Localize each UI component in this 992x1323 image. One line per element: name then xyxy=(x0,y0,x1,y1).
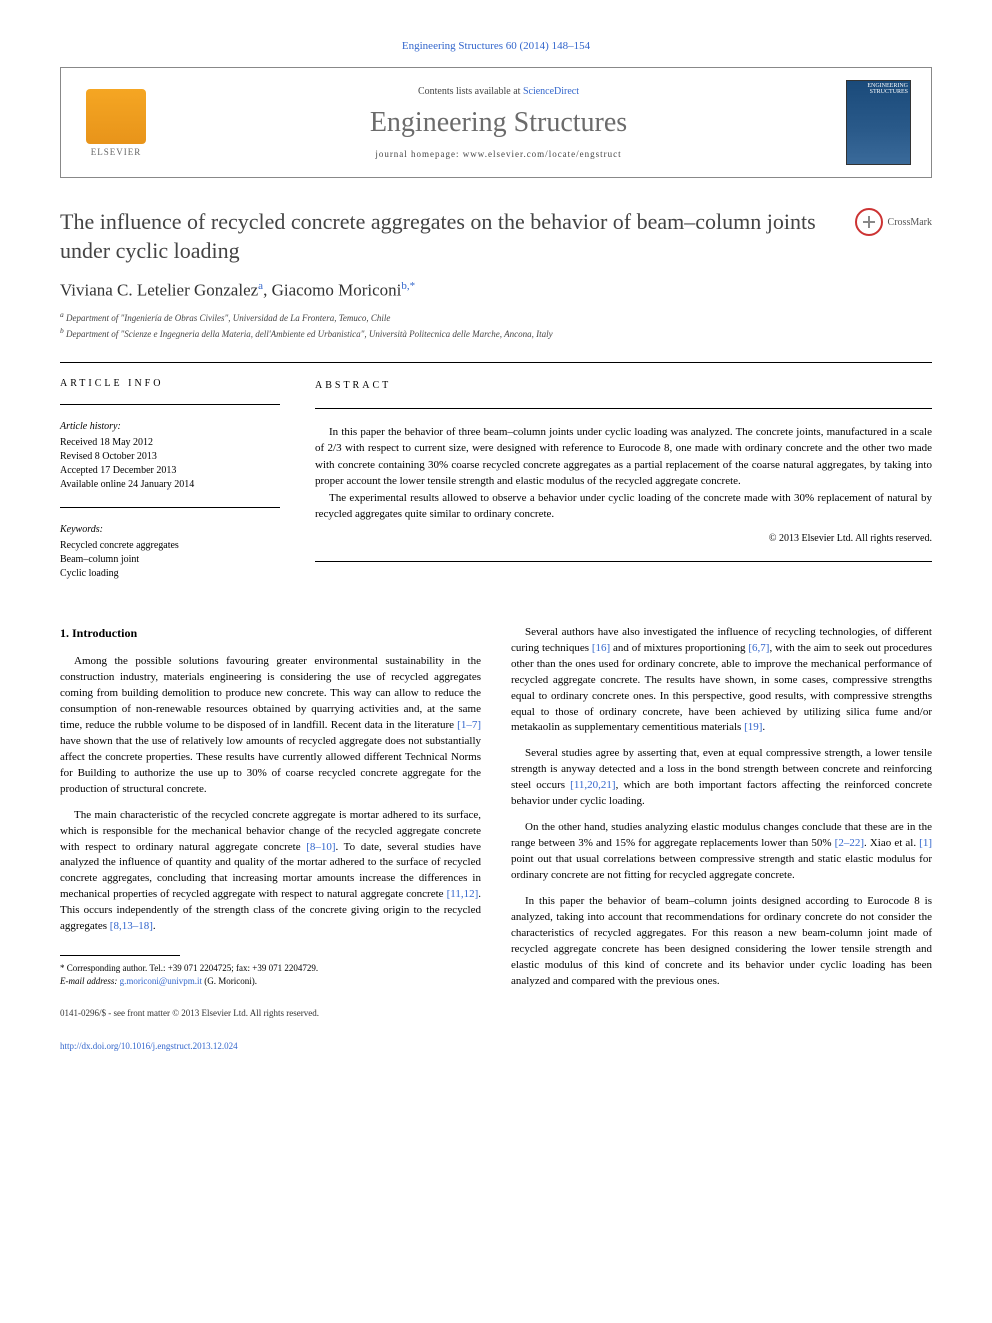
crossmark-label: CrossMark xyxy=(888,217,932,228)
history-revised: Revised 8 October 2013 xyxy=(60,450,280,464)
elsevier-logo: ELSEVIER xyxy=(81,83,151,163)
footer-issn: 0141-0296/$ - see front matter © 2013 El… xyxy=(60,1007,481,1020)
keyword-3: Cyclic loading xyxy=(60,567,280,581)
info-divider-2 xyxy=(60,507,280,508)
cover-thumbnail: ENGINEERING STRUCTURES xyxy=(846,80,911,165)
contents-prefix: Contents lists available at xyxy=(418,86,523,97)
cite-1[interactable]: [1] xyxy=(919,837,932,849)
contents-available-text: Contents lists available at ScienceDirec… xyxy=(151,86,846,97)
abstract-label: ABSTRACT xyxy=(315,378,932,393)
abstract-divider-1 xyxy=(315,408,932,409)
intro-heading: 1. Introduction xyxy=(60,625,481,642)
history-accepted: Accepted 17 December 2013 xyxy=(60,464,280,478)
abstract-copyright: © 2013 Elsevier Ltd. All rights reserved… xyxy=(315,531,932,546)
cite-11-20-21[interactable]: [11,20,21] xyxy=(570,779,615,791)
email-label: E-mail address: xyxy=(60,976,117,986)
title-row: The influence of recycled concrete aggre… xyxy=(60,208,932,265)
left-column: 1. Introduction Among the possible solut… xyxy=(60,625,481,1053)
right-column: Several authors have also investigated t… xyxy=(511,625,932,1053)
author-2-name: Giacomo Moriconi xyxy=(272,281,402,300)
elsevier-tree-icon xyxy=(86,89,146,144)
doi-link[interactable]: http://dx.doi.org/10.1016/j.engstruct.20… xyxy=(60,1041,238,1051)
abstract-column: ABSTRACT In this paper the behavior of t… xyxy=(315,378,932,595)
article-info-label: ARTICLE INFO xyxy=(60,378,280,389)
body-columns: 1. Introduction Among the possible solut… xyxy=(60,625,932,1053)
corresponding-email-line: E-mail address: g.moriconi@univpm.it (G.… xyxy=(60,975,481,988)
keywords-heading: Keywords: xyxy=(60,523,280,537)
article-title: The influence of recycled concrete aggre… xyxy=(60,208,840,265)
affiliation-b: b Department of "Scienze e Ingegneria de… xyxy=(60,325,932,342)
affiliation-a: a Department of "Ingeniería de Obras Civ… xyxy=(60,309,932,326)
cover-label: ENGINEERING STRUCTURES xyxy=(847,83,908,95)
header-reference: Engineering Structures 60 (2014) 148–154 xyxy=(60,40,932,52)
email-link[interactable]: g.moriconi@univpm.it xyxy=(120,976,202,986)
crossmark-badge[interactable]: CrossMark xyxy=(855,208,932,236)
keywords-block: Keywords: Recycled concrete aggregates B… xyxy=(60,523,280,581)
article-info-column: ARTICLE INFO Article history: Received 1… xyxy=(60,378,280,595)
right-para-2: Several studies agree by asserting that,… xyxy=(511,746,932,810)
cite-8-13-18[interactable]: [8,13–18] xyxy=(110,920,153,932)
journal-name: Engineering Structures xyxy=(151,107,846,139)
cite-8-10[interactable]: [8–10] xyxy=(306,841,335,853)
cite-11-12[interactable]: [11,12] xyxy=(447,888,479,900)
journal-header-box: ELSEVIER Contents lists available at Sci… xyxy=(60,67,932,178)
affiliations: a Department of "Ingeniería de Obras Civ… xyxy=(60,309,932,342)
right-para-4: In this paper the behavior of beam–colum… xyxy=(511,894,932,990)
cite-1-7[interactable]: [1–7] xyxy=(457,719,481,731)
cite-2-22[interactable]: [2–22] xyxy=(835,837,864,849)
cite-16[interactable]: [16] xyxy=(592,642,610,654)
right-para-1: Several authors have also investigated t… xyxy=(511,625,932,737)
intro-para-1: Among the possible solutions favouring g… xyxy=(60,654,481,797)
author-1-name: Viviana C. Letelier Gonzalez xyxy=(60,281,258,300)
journal-homepage: journal homepage: www.elsevier.com/locat… xyxy=(151,149,846,159)
corresponding-footnote: * Corresponding author. Tel.: +39 071 22… xyxy=(60,962,481,987)
keyword-2: Beam–column joint xyxy=(60,553,280,567)
abstract-para-2: The experimental results allowed to obse… xyxy=(315,490,932,523)
intro-para-2: The main characteristic of the recycled … xyxy=(60,808,481,936)
divider-top xyxy=(60,362,932,363)
keyword-1: Recycled concrete aggregates xyxy=(60,539,280,553)
right-para-3: On the other hand, studies analyzing ela… xyxy=(511,820,932,884)
elsevier-name: ELSEVIER xyxy=(91,147,142,157)
footer-doi: http://dx.doi.org/10.1016/j.engstruct.20… xyxy=(60,1040,481,1053)
cite-6-7[interactable]: [6,7] xyxy=(748,642,769,654)
cite-19[interactable]: [19] xyxy=(744,721,762,733)
info-divider-1 xyxy=(60,404,280,405)
footnote-divider xyxy=(60,955,180,956)
authors-line: Viviana C. Letelier Gonzaleza, Giacomo M… xyxy=(60,280,932,301)
history-received: Received 18 May 2012 xyxy=(60,436,280,450)
author-1-affil: a xyxy=(258,280,263,292)
abstract-divider-2 xyxy=(315,561,932,562)
article-history-block: Article history: Received 18 May 2012 Re… xyxy=(60,420,280,492)
corresponding-star: ,* xyxy=(407,280,415,292)
history-heading: Article history: xyxy=(60,420,280,434)
sciencedirect-link[interactable]: ScienceDirect xyxy=(523,86,579,97)
abstract-para-1: In this paper the behavior of three beam… xyxy=(315,424,932,490)
email-author: (G. Moriconi). xyxy=(204,976,257,986)
corresponding-tel: * Corresponding author. Tel.: +39 071 22… xyxy=(60,962,481,975)
info-abstract-row: ARTICLE INFO Article history: Received 1… xyxy=(60,378,932,595)
history-online: Available online 24 January 2014 xyxy=(60,478,280,492)
journal-header-center: Contents lists available at ScienceDirec… xyxy=(151,86,846,159)
crossmark-icon xyxy=(855,208,883,236)
